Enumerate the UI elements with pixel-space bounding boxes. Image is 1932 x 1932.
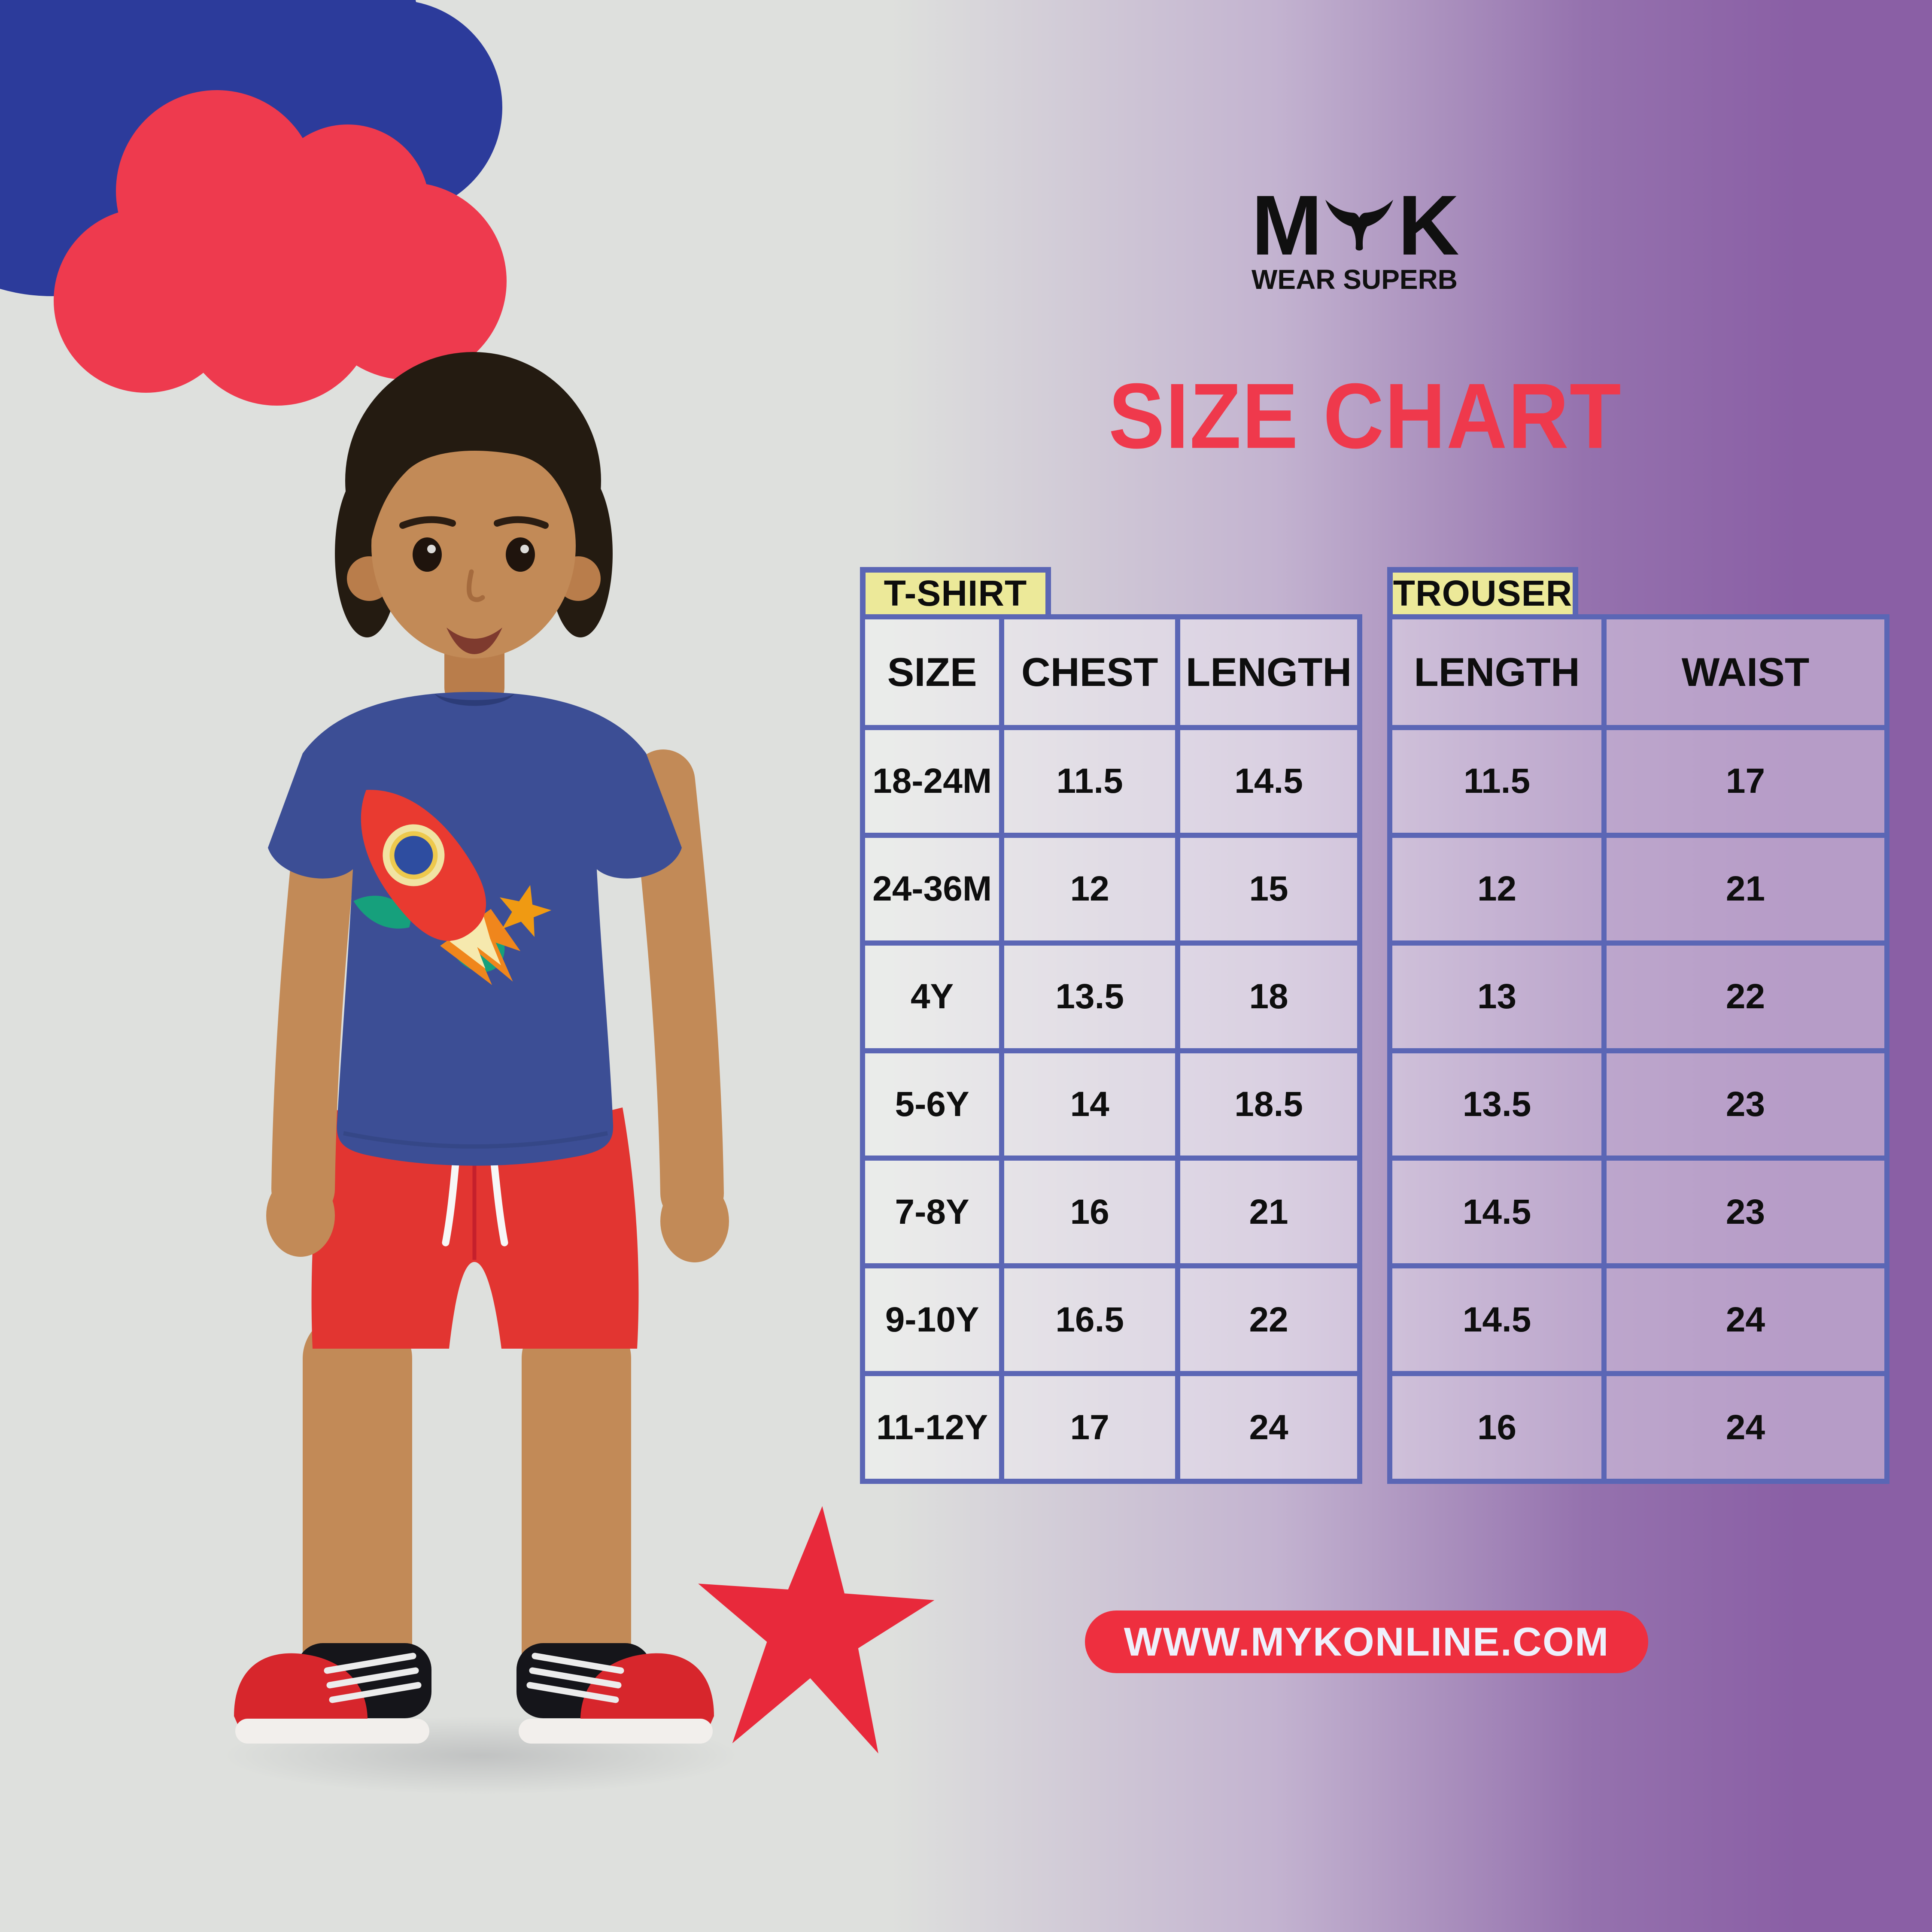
rocket-graphic <box>353 790 521 985</box>
column-header: LENGTH <box>1178 617 1360 728</box>
website-link[interactable]: WWW.MYKONLINE.COM <box>1085 1611 1648 1673</box>
column-header: WAIST <box>1604 617 1887 728</box>
child-model-photo <box>234 352 729 1744</box>
table-cell: 14.5 <box>1390 1266 1604 1374</box>
table-cell: 15 <box>1178 835 1360 943</box>
whale-tail-icon <box>1325 200 1393 251</box>
table-cell: 21 <box>1178 1158 1360 1266</box>
table-cell: 18 <box>1178 943 1360 1051</box>
table-cell: 7-8Y <box>863 1158 1002 1266</box>
table-cell: 17 <box>1604 728 1887 835</box>
table-cell: 5-6Y <box>863 1050 1002 1159</box>
clouds-decoration <box>0 0 507 406</box>
tshirt-tab-label: T-SHIRT <box>860 567 1051 614</box>
table-cell: 12 <box>1002 835 1178 943</box>
table-cell: 18-24M <box>863 728 1002 835</box>
logo-letter-k: K <box>1397 178 1459 273</box>
column-header: SIZE <box>863 617 1002 728</box>
table-cell: 22 <box>1178 1266 1360 1374</box>
table-cell: 24 <box>1178 1374 1360 1481</box>
table-cell: 24 <box>1604 1266 1887 1374</box>
table-cell: 23 <box>1604 1050 1887 1159</box>
shoe <box>516 1643 714 1744</box>
logo-letter-m: M <box>1252 178 1322 273</box>
red-shorts <box>311 1107 639 1349</box>
table-cell: 9-10Y <box>863 1266 1002 1374</box>
head <box>335 352 613 658</box>
column-header: LENGTH <box>1390 617 1604 728</box>
table-cell: 13.5 <box>1002 943 1178 1051</box>
table-cell: 14 <box>1002 1050 1178 1159</box>
page-title: SIZE CHART <box>1109 364 1622 468</box>
star-applique <box>499 885 552 937</box>
table-cell: 4Y <box>863 943 1002 1051</box>
website-url: WWW.MYKONLINE.COM <box>1124 1619 1610 1664</box>
trouser-size-table: LENGTH WAIST 11.5 17 12 21 13 22 13.5 23 14.5 23 14.… <box>1387 614 1889 1484</box>
table-cell: 13.5 <box>1390 1050 1604 1159</box>
table-cell: 11-12Y <box>863 1374 1002 1481</box>
table-cell: 23 <box>1604 1158 1887 1266</box>
table-cell: 16.5 <box>1002 1266 1178 1374</box>
table-cell: 12 <box>1390 835 1604 943</box>
table-cell: 16 <box>1002 1158 1178 1266</box>
brand-logo: M K WEAR SUPERB <box>1247 178 1462 295</box>
table-cell: 13 <box>1390 943 1604 1051</box>
table-cell: 24 <box>1604 1374 1887 1481</box>
table-cell: 14.5 <box>1178 728 1360 835</box>
star-decoration <box>698 1506 935 1754</box>
table-cell: 21 <box>1604 835 1887 943</box>
column-header: CHEST <box>1002 617 1178 728</box>
trouser-tab-label: TROUSER <box>1387 567 1578 614</box>
logo-tagline: WEAR SUPERB <box>1251 264 1458 295</box>
leg <box>522 1313 631 1700</box>
tshirt-size-table: SIZE CHEST LENGTH 18-24M 11.5 14.5 24-36M 12 15 4… <box>860 614 1362 1484</box>
floor-shadow <box>112 1700 850 1811</box>
table-cell: 16 <box>1390 1374 1604 1481</box>
table-cell: 11.5 <box>1002 728 1178 835</box>
table-cell: 22 <box>1604 943 1887 1051</box>
red-cloud <box>54 90 507 406</box>
table-cell: 17 <box>1002 1374 1178 1481</box>
table-cell: 14.5 <box>1390 1158 1604 1266</box>
shoe <box>234 1643 431 1744</box>
leg <box>303 1313 412 1700</box>
table-cell: 18.5 <box>1178 1050 1360 1159</box>
table-cell: 11.5 <box>1390 728 1604 835</box>
table-cell: 24-36M <box>863 835 1002 943</box>
